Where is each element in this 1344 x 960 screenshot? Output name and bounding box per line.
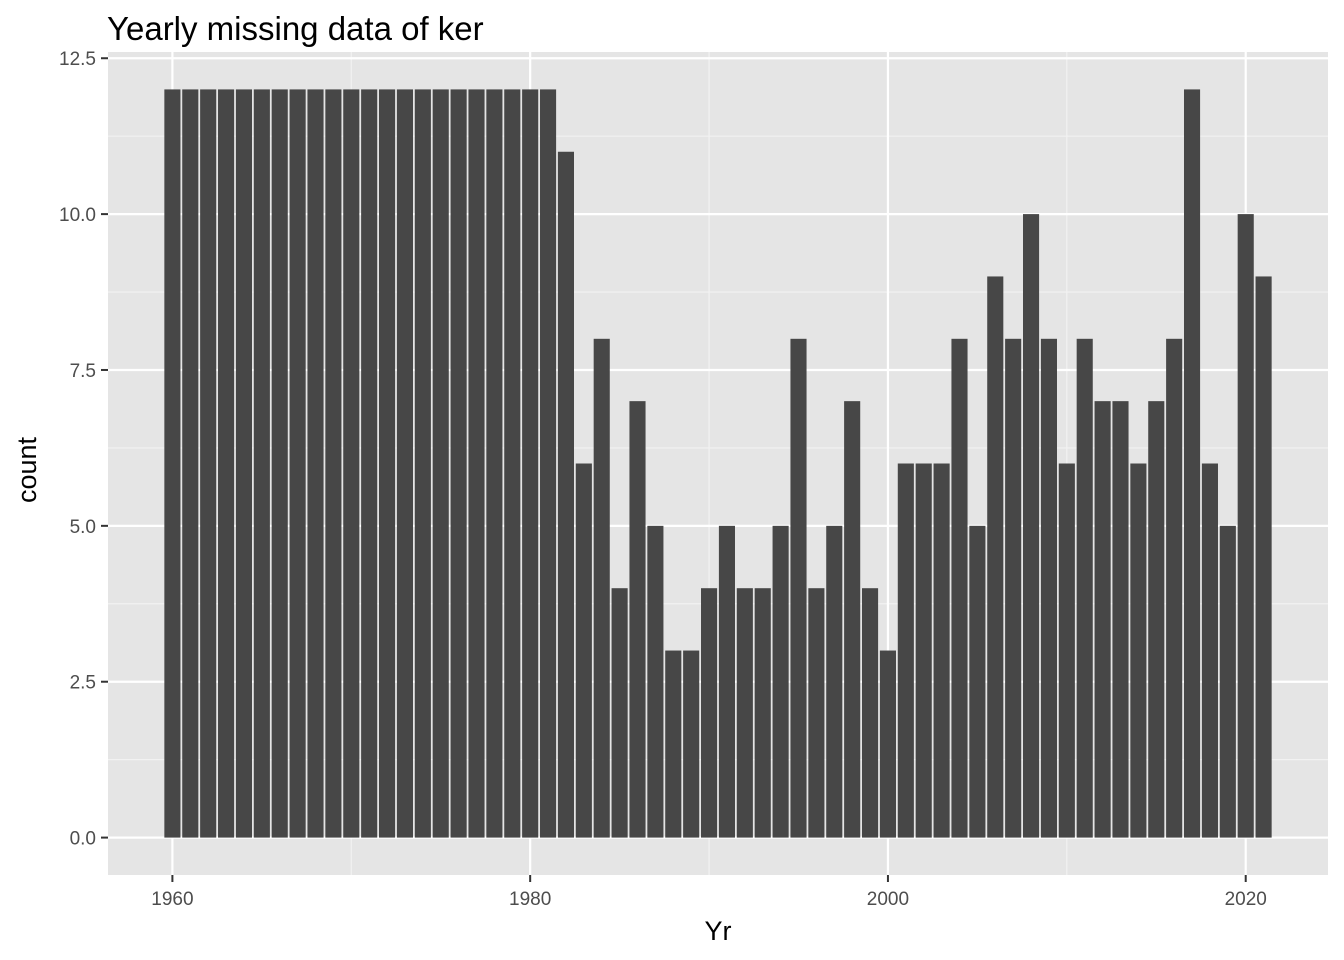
bar [1040, 338, 1057, 838]
bar [200, 89, 217, 838]
bar [504, 89, 521, 838]
y-axis-label: count [12, 436, 42, 503]
x-tick-label: 1960 [151, 889, 193, 910]
bar [557, 151, 574, 838]
bar [969, 525, 986, 838]
bar [1255, 276, 1272, 838]
chart-title: Yearly missing data of ker [107, 10, 484, 47]
x-axis-label: Yr [705, 916, 732, 946]
bar [987, 276, 1004, 838]
bar [1219, 525, 1236, 838]
bar [468, 89, 485, 838]
bar [1148, 401, 1165, 838]
bar [1112, 401, 1129, 838]
bar [897, 463, 914, 838]
bar [665, 650, 682, 838]
bar [611, 588, 628, 838]
bar [879, 650, 896, 838]
bar [951, 338, 968, 838]
bar [379, 89, 396, 838]
bar [164, 89, 181, 838]
bars [164, 89, 1272, 838]
bar [701, 588, 718, 838]
bar [1130, 463, 1147, 838]
bar [486, 89, 503, 838]
bar [182, 89, 199, 838]
bar [1076, 338, 1093, 838]
bar [1023, 214, 1040, 838]
bar [235, 89, 253, 838]
bar [450, 89, 467, 838]
bar [361, 89, 378, 838]
bar [826, 525, 843, 838]
bar [1094, 401, 1111, 838]
bar [414, 89, 431, 838]
bar [325, 89, 342, 838]
bar [933, 463, 950, 838]
bar [629, 401, 646, 838]
y-axis: 0.0 2.5 5.0 7.5 10.0 12.5 [59, 49, 108, 850]
bar [915, 463, 932, 838]
bar [307, 89, 324, 838]
x-tick-label: 2020 [1225, 889, 1267, 910]
bar [343, 89, 360, 838]
bar [432, 89, 449, 838]
bar [271, 89, 288, 838]
y-tick-label: 12.5 [59, 49, 96, 70]
bar [844, 401, 861, 838]
x-axis: 1960 1980 2000 2020 [151, 875, 1267, 910]
bar [540, 89, 557, 838]
bar [289, 89, 306, 838]
y-tick-label: 5.0 [70, 517, 96, 538]
bar [862, 588, 879, 838]
y-tick-label: 2.5 [70, 673, 96, 694]
bar [647, 525, 664, 838]
y-tick-label: 10.0 [59, 205, 96, 226]
bar [808, 588, 825, 838]
bar [1058, 463, 1075, 838]
bar [1201, 463, 1218, 838]
bar [718, 525, 735, 838]
bar [218, 89, 235, 838]
bar [772, 525, 789, 838]
bar [396, 89, 413, 838]
bar [1237, 214, 1254, 838]
bar [1005, 338, 1022, 838]
bar [736, 588, 753, 838]
bar [1166, 338, 1183, 838]
bar [253, 89, 270, 838]
x-tick-label: 2000 [867, 889, 909, 910]
x-tick-label: 1980 [509, 889, 551, 910]
bar [790, 338, 807, 838]
y-tick-label: 7.5 [70, 361, 96, 382]
bar [683, 650, 700, 838]
y-tick-label: 0.0 [70, 829, 96, 850]
bar [754, 588, 771, 838]
bar [1183, 89, 1201, 838]
bar [575, 463, 592, 838]
bar [593, 338, 610, 838]
bar [522, 89, 539, 838]
